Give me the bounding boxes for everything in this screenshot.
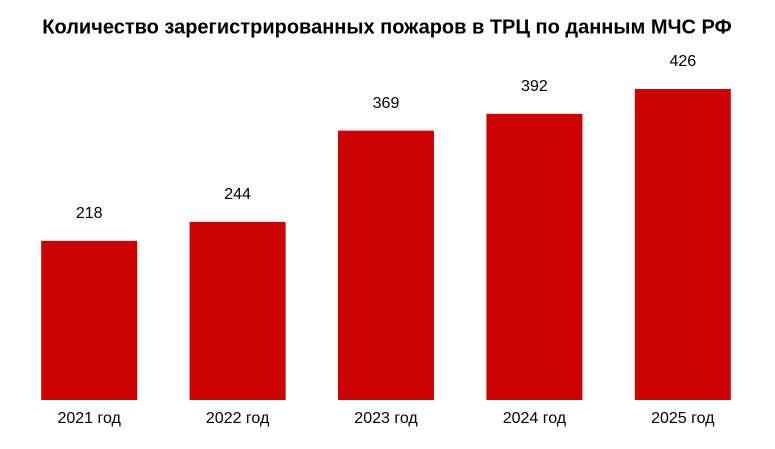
x-tick-label: 2021 год [57,410,121,427]
x-tick-label: 2023 год [354,410,418,427]
value-label: 369 [373,95,400,112]
bar [486,113,583,400]
value-label: 244 [224,186,251,203]
bar [338,130,434,400]
bar [41,240,138,400]
x-tick-label: 2025 год [651,410,715,427]
bar [634,89,731,400]
x-tick-label: 2022 год [206,410,270,427]
x-tick-label: 2024 год [503,410,567,427]
bar [189,221,286,400]
value-label: 218 [76,205,103,222]
value-label: 426 [669,53,696,70]
chart-title: Количество зарегистрированных пожаров в … [42,16,731,38]
value-label: 392 [521,78,548,95]
